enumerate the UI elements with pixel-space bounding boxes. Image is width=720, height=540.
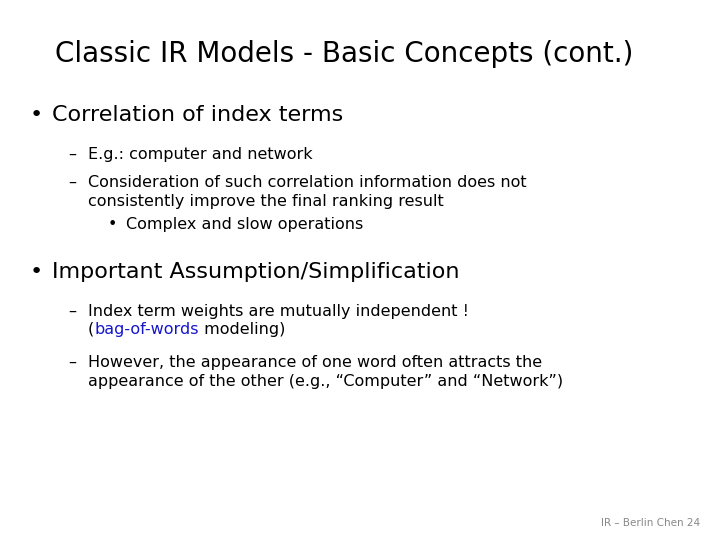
Text: –: – — [68, 147, 76, 162]
Text: Consideration of such correlation information does not
consistently improve the : Consideration of such correlation inform… — [88, 175, 526, 209]
Text: •: • — [30, 105, 43, 125]
Text: –: – — [68, 355, 76, 370]
Text: Classic IR Models - Basic Concepts (cont.): Classic IR Models - Basic Concepts (cont… — [55, 40, 634, 68]
Text: –: – — [68, 304, 76, 319]
Text: bag-of-words: bag-of-words — [94, 322, 199, 337]
Text: Important Assumption/Simplification: Important Assumption/Simplification — [52, 262, 459, 282]
Text: Correlation of index terms: Correlation of index terms — [52, 105, 343, 125]
Text: •: • — [108, 217, 117, 232]
Text: –: – — [68, 175, 76, 190]
Text: Complex and slow operations: Complex and slow operations — [126, 217, 364, 232]
Text: modeling): modeling) — [199, 322, 285, 337]
Text: However, the appearance of one word often attracts the
appearance of the other (: However, the appearance of one word ofte… — [88, 355, 563, 389]
Text: (: ( — [88, 322, 94, 337]
Text: Index term weights are mutually independent !: Index term weights are mutually independ… — [88, 304, 469, 319]
Text: E.g.: computer and network: E.g.: computer and network — [88, 147, 312, 162]
Text: IR – Berlin Chen 24: IR – Berlin Chen 24 — [601, 518, 700, 528]
Text: •: • — [30, 262, 43, 282]
